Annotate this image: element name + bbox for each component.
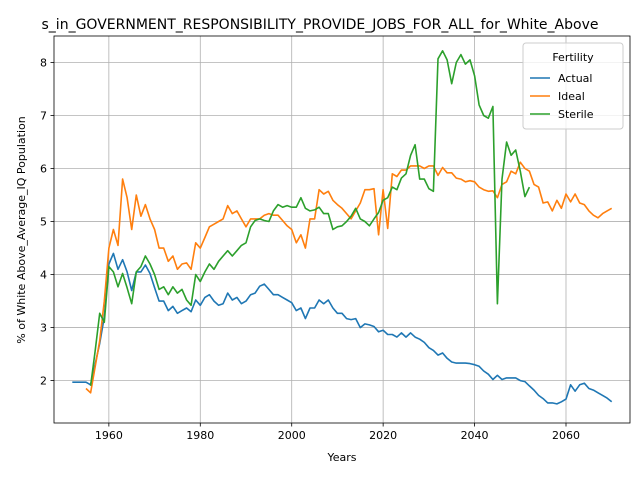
legend-label: Sterile <box>558 108 594 121</box>
legend-label: Actual <box>558 72 592 85</box>
x-tick-label: 2000 <box>278 429 306 442</box>
legend: Fertility Actual Ideal Sterile <box>522 42 624 130</box>
series-line-ideal <box>85 161 613 394</box>
x-tick-label: 2060 <box>552 429 580 442</box>
legend-title: Fertility <box>552 51 594 64</box>
y-tick-label: 7 <box>40 110 47 123</box>
x-tick-label: 2020 <box>369 429 397 442</box>
plot-frame <box>53 35 631 424</box>
y-tick-label: 6 <box>40 163 47 176</box>
y-tick-label: 5 <box>40 216 47 229</box>
x-tick-label: 2040 <box>461 429 489 442</box>
y-tick-label: 4 <box>40 269 47 282</box>
x-tick-label: 1980 <box>186 429 214 442</box>
y-axis: 2 3 4 5 6 7 8 <box>40 57 54 388</box>
series-lines <box>72 50 613 405</box>
x-axis-label: Years <box>326 451 356 464</box>
legend-label: Ideal <box>558 90 585 103</box>
series-line-actual <box>72 252 613 405</box>
x-tick-label: 1960 <box>95 429 123 442</box>
legend-box <box>522 42 624 130</box>
series-line-sterile <box>89 50 531 387</box>
y-tick-label: 3 <box>40 322 47 335</box>
y-tick-label: 2 <box>40 375 47 388</box>
x-axis: 1960 1980 2000 2020 2040 2060 <box>95 423 580 442</box>
y-axis-label: % of White Above_Average_IQ Population <box>15 116 28 343</box>
chart-title: s_in_GOVERNMENT_RESPONSIBILITY_PROVIDE_J… <box>42 17 599 33</box>
y-tick-label: 8 <box>40 57 47 70</box>
